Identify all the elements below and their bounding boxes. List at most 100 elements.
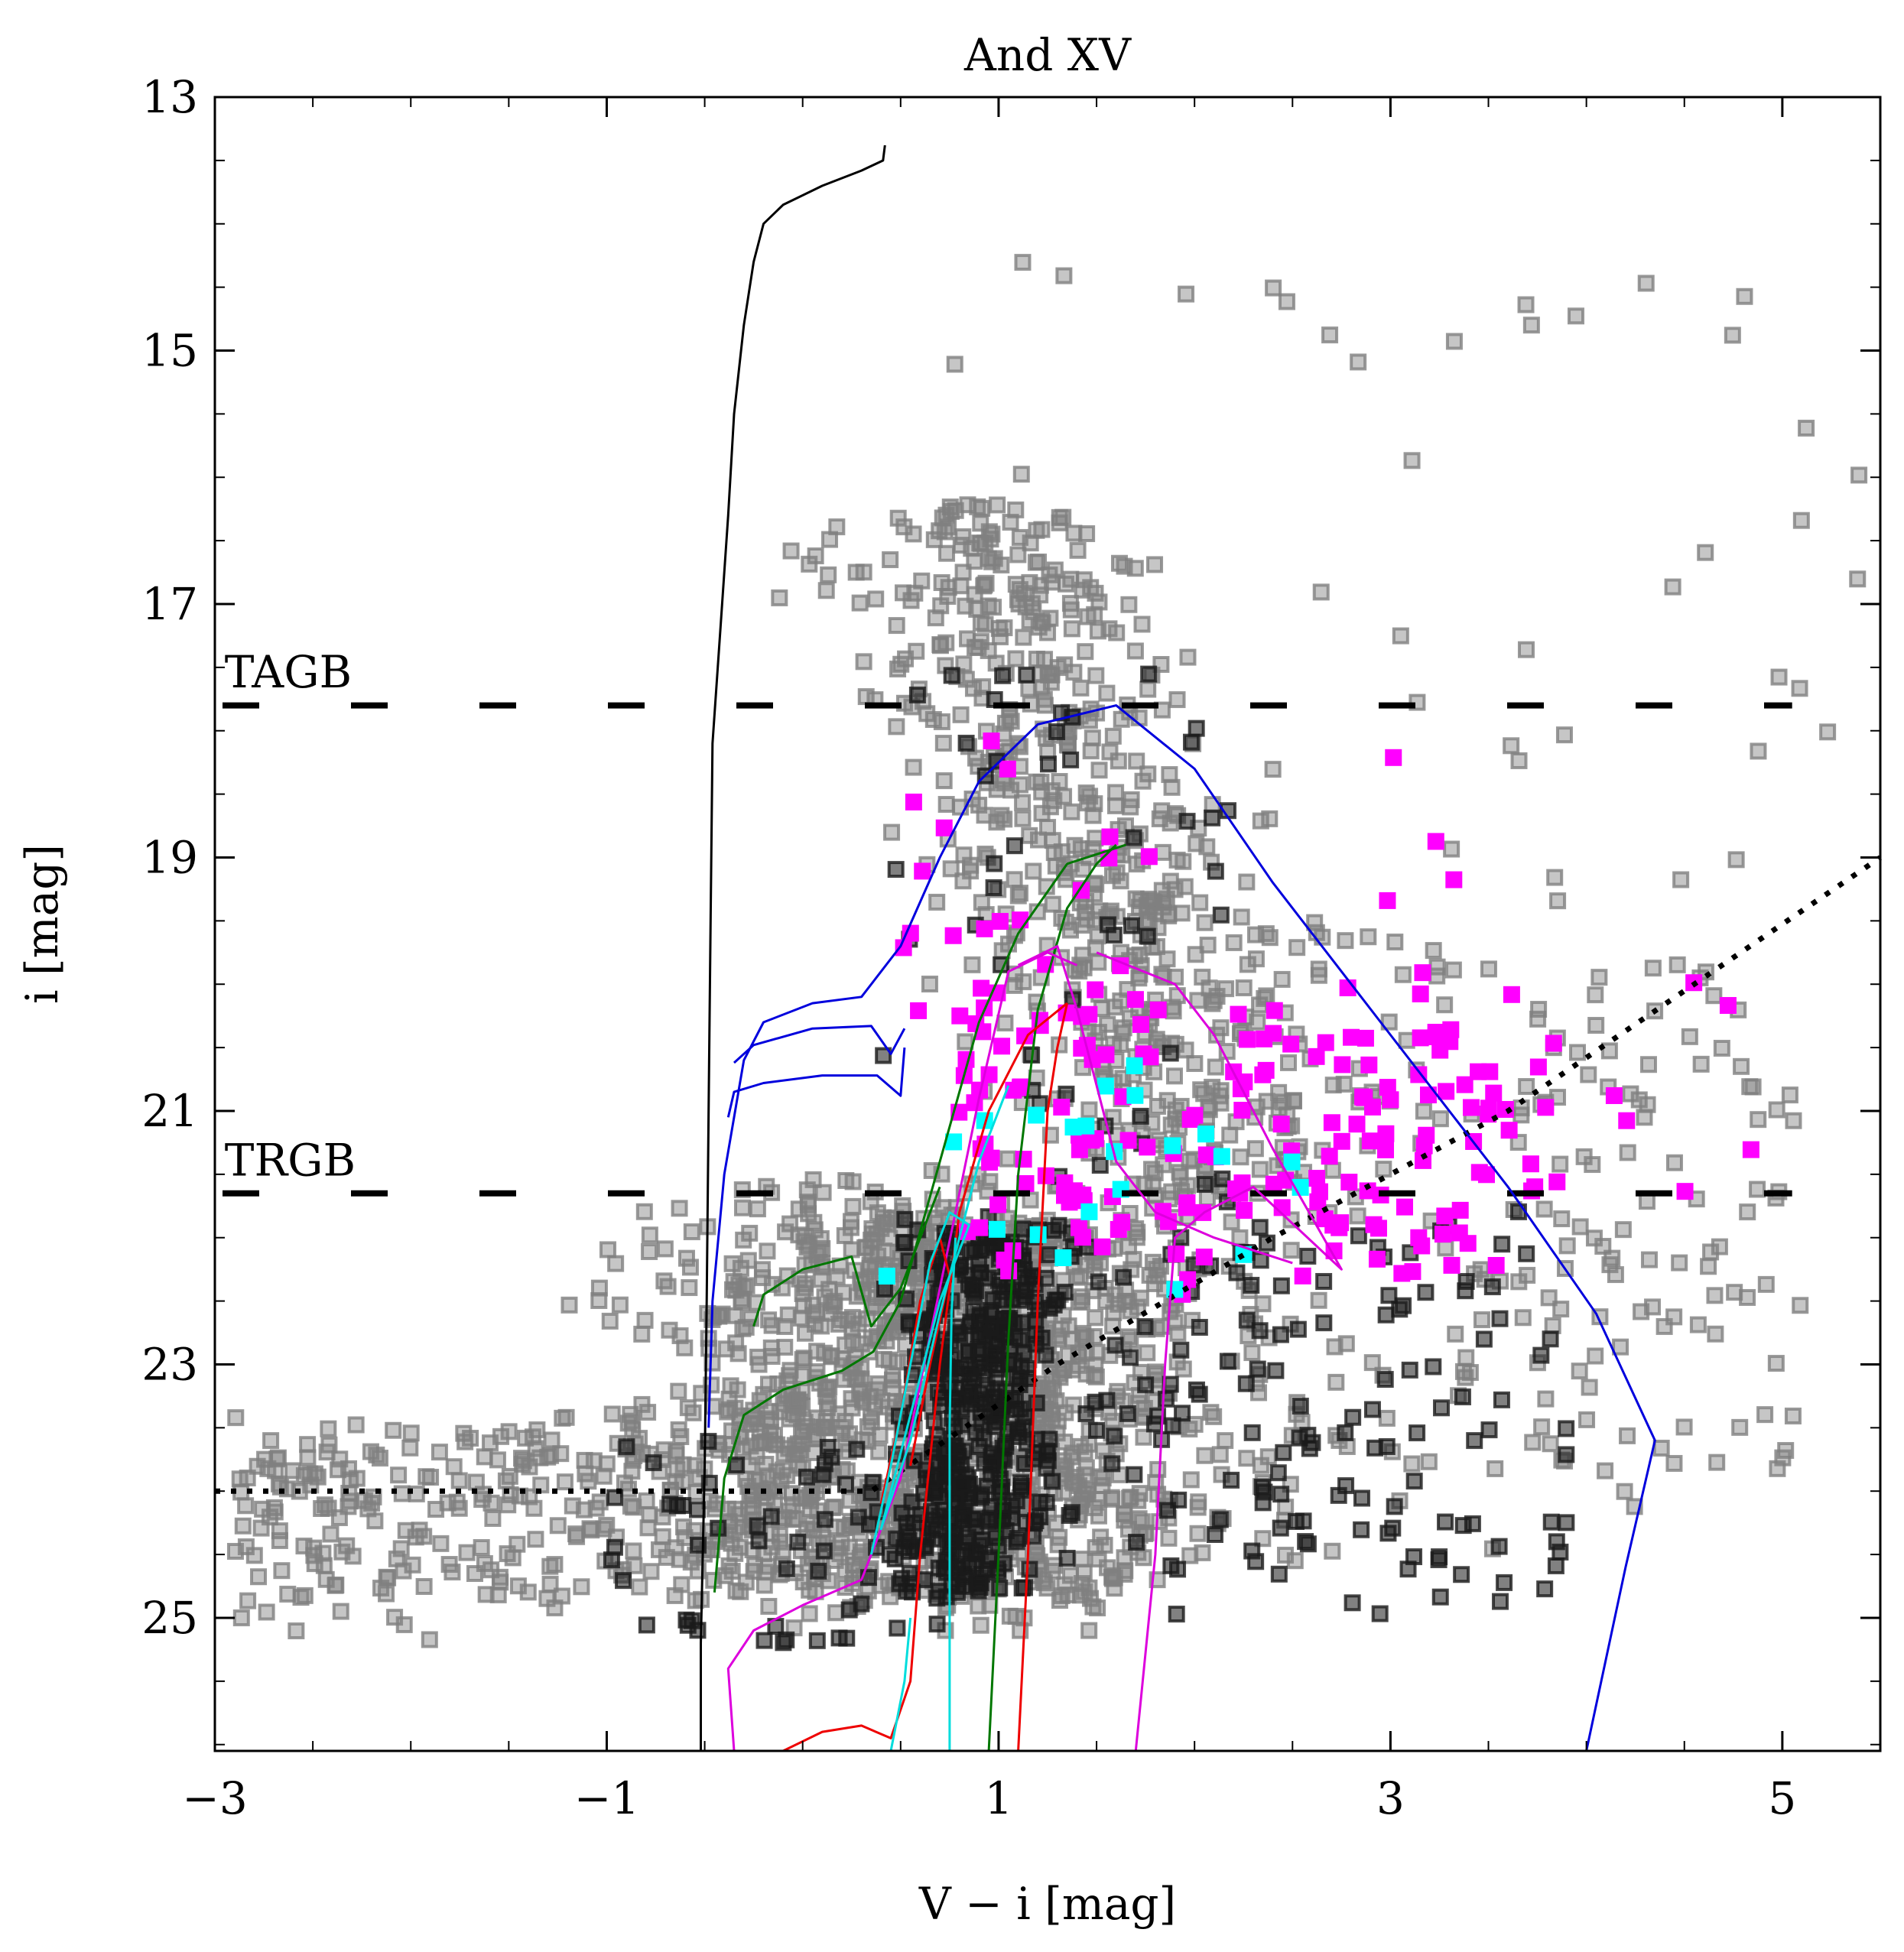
- data-point: [820, 566, 837, 583]
- data-point: [1282, 1035, 1300, 1053]
- data-point: [976, 920, 993, 937]
- data-point: [671, 1200, 688, 1217]
- data-point: [1182, 1471, 1200, 1489]
- data-point: [1451, 1201, 1469, 1219]
- data-point: [1283, 1153, 1301, 1171]
- data-point: [922, 1471, 940, 1489]
- data-point: [1349, 1207, 1366, 1225]
- data-point: [1074, 947, 1091, 964]
- data-point: [1106, 1569, 1123, 1587]
- data-point: [1131, 1485, 1149, 1502]
- data-point: [816, 1511, 833, 1528]
- data-point: [1405, 1548, 1423, 1566]
- data-point: [1330, 1486, 1347, 1504]
- data-point: [1386, 934, 1404, 951]
- data-point: [476, 1448, 493, 1466]
- data-point: [1462, 1099, 1480, 1116]
- x-tick-label: 5: [1768, 1772, 1796, 1824]
- data-point: [1366, 1439, 1384, 1457]
- data-point: [1113, 1213, 1131, 1231]
- data-point: [726, 1500, 744, 1518]
- data-point: [1162, 1044, 1179, 1062]
- data-point: [546, 1556, 564, 1574]
- data-point: [1074, 1324, 1092, 1342]
- data-point: [1264, 761, 1282, 778]
- data-point: [1681, 1028, 1698, 1045]
- data-point: [1415, 1103, 1432, 1120]
- data-point: [960, 1558, 978, 1576]
- data-point: [1015, 1579, 1033, 1596]
- data-point: [1533, 1418, 1551, 1436]
- data-point: [1249, 1360, 1266, 1378]
- data-point: [1257, 1061, 1275, 1079]
- data-point: [1126, 560, 1144, 577]
- data-point: [1025, 862, 1042, 880]
- data-point: [1169, 1561, 1187, 1578]
- data-point: [1225, 934, 1243, 951]
- data-point: [1172, 1341, 1190, 1359]
- data-point: [402, 1424, 420, 1442]
- data-point: [1705, 987, 1723, 1005]
- data-point: [1071, 1219, 1088, 1236]
- data-point: [340, 1498, 357, 1515]
- data-point: [1238, 1311, 1256, 1329]
- data-point: [1272, 1326, 1289, 1343]
- data-point: [1333, 1132, 1350, 1150]
- data-point: [1199, 937, 1217, 954]
- data-point: [948, 1452, 966, 1470]
- data-point: [288, 1622, 305, 1639]
- data-point: [1064, 1119, 1082, 1136]
- data-point: [951, 1007, 969, 1025]
- data-point: [1272, 1519, 1289, 1537]
- data-point: [700, 1433, 717, 1450]
- data-point: [1012, 1400, 1029, 1418]
- data-point: [941, 1360, 958, 1378]
- data-point: [1798, 419, 1815, 437]
- data-point: [458, 1544, 476, 1561]
- series-1-points: [603, 665, 1575, 1652]
- data-point: [1011, 776, 1028, 794]
- data-point: [870, 1443, 888, 1460]
- data-point: [994, 667, 1012, 684]
- data-point: [796, 1275, 814, 1293]
- data-point: [1168, 851, 1186, 869]
- data-point: [1600, 1042, 1618, 1060]
- data-point: [279, 1585, 297, 1603]
- data-point: [843, 1213, 860, 1230]
- data-point: [390, 1466, 408, 1484]
- data-point: [831, 1545, 849, 1563]
- data-point: [708, 1495, 726, 1512]
- data-point: [1033, 1414, 1051, 1432]
- data-point: [938, 544, 956, 562]
- data-point: [1619, 1144, 1636, 1161]
- data-point: [1542, 1513, 1560, 1531]
- data-point: [735, 1231, 752, 1249]
- data-point: [1273, 970, 1291, 988]
- data-point: [1270, 1565, 1288, 1583]
- data-point: [1137, 1376, 1155, 1394]
- data-point: [1377, 1141, 1395, 1158]
- data-point: [1377, 1306, 1395, 1324]
- data-point: [1196, 1447, 1214, 1464]
- data-point: [519, 1583, 537, 1601]
- data-point: [576, 1451, 593, 1469]
- data-point: [988, 1220, 1006, 1238]
- data-point: [1299, 1247, 1317, 1265]
- data-point: [1578, 1411, 1596, 1428]
- data-point: [1223, 1471, 1240, 1489]
- data-point: [1265, 279, 1282, 297]
- data-point: [1223, 1213, 1240, 1231]
- data-point: [828, 518, 846, 536]
- data-point: [1272, 1116, 1290, 1133]
- data-point: [1282, 1242, 1300, 1259]
- annotations-layer: TAGB TRGB: [225, 646, 356, 1186]
- data-point: [902, 592, 920, 609]
- data-point: [963, 956, 981, 973]
- data-point: [1122, 1349, 1139, 1366]
- data-point: [1335, 1075, 1353, 1093]
- data-point: [971, 1219, 989, 1236]
- data-point: [972, 1264, 989, 1281]
- data-point: [1093, 1476, 1111, 1494]
- data-point: [1144, 1177, 1162, 1194]
- data-point: [957, 1033, 974, 1051]
